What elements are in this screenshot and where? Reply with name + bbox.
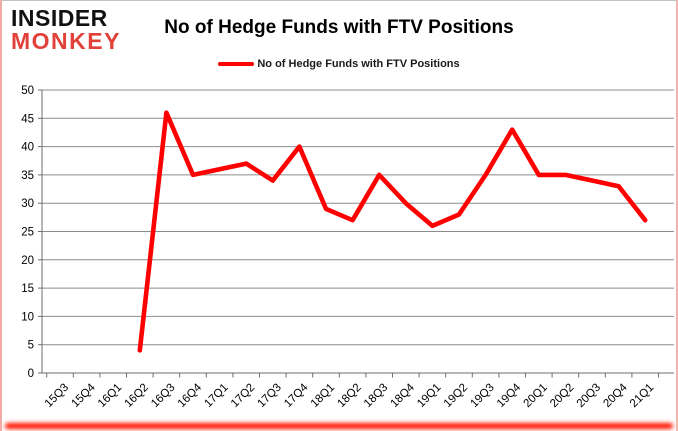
y-tick-label: 40 [21, 142, 34, 154]
legend-line-swatch [218, 62, 255, 66]
x-tick-label: 16Q1 [96, 382, 124, 410]
gridlines [38, 89, 674, 374]
y-tick-label: 25 [21, 227, 34, 239]
x-tick-label: 15Q3 [43, 382, 71, 410]
x-tick-label: 20Q1 [522, 382, 550, 410]
x-tick-label: 18Q3 [362, 382, 390, 410]
x-tick-label: 15Q4 [69, 381, 98, 410]
y-tick-label: 35 [21, 170, 34, 182]
chart-title: No of Hedge Funds with FTV Positions [164, 17, 514, 38]
logo-insider-text: INSIDER [11, 5, 108, 31]
x-tick-label: 19Q2 [442, 382, 470, 410]
x-tick-label: 20Q3 [575, 382, 603, 410]
logo-monkey-text: MONKEY [11, 28, 121, 54]
y-tick-label: 15 [21, 283, 34, 295]
y-tick-label: 5 [28, 340, 34, 352]
x-tick-label: 17Q4 [282, 381, 311, 410]
y-tick-label: 20 [21, 255, 34, 267]
legend-label: No of Hedge Funds with FTV Positions [257, 58, 460, 70]
y-tick-label: 0 [28, 368, 34, 380]
x-tick-label: 20Q2 [548, 382, 576, 410]
x-tick-label: 18Q1 [309, 382, 337, 410]
y-tick-label: 10 [21, 311, 34, 323]
x-tick-label: 21Q1 [628, 382, 656, 410]
x-tick-label: 19Q1 [415, 382, 443, 410]
x-tick-label: 20Q4 [601, 381, 630, 410]
x-tick-label: 19Q4 [495, 381, 524, 410]
x-tick-label: 17Q1 [202, 382, 230, 410]
x-tick-label: 16Q4 [176, 381, 205, 410]
x-tick-label: 16Q2 [123, 382, 151, 410]
x-axis-tick-labels: 15Q315Q416Q116Q216Q316Q417Q117Q217Q317Q4… [43, 381, 657, 410]
x-tick-label: 17Q2 [229, 382, 257, 410]
x-tick-label: 16Q3 [149, 382, 177, 410]
series-line [137, 110, 648, 353]
y-tick-label: 45 [21, 113, 34, 125]
y-tick-label: 30 [21, 198, 34, 210]
x-tick-label: 17Q3 [256, 382, 284, 410]
x-tick-label: 18Q2 [335, 382, 363, 410]
x-tick-label: 18Q4 [389, 381, 418, 410]
insider-monkey-logo: INSIDER MONKEY [11, 7, 121, 53]
x-tick-label: 19Q3 [468, 382, 496, 410]
x-axis-ticks [46, 373, 659, 378]
y-tick-label: 50 [21, 85, 34, 97]
chart-header: No of Hedge Funds with FTV Positions [2, 1, 676, 39]
y-axis-tick-labels: 0 5 10 15 20 25 30 35 40 45 50 [21, 85, 34, 380]
chart-legend: No of Hedge Funds with FTV Positions [2, 58, 676, 70]
